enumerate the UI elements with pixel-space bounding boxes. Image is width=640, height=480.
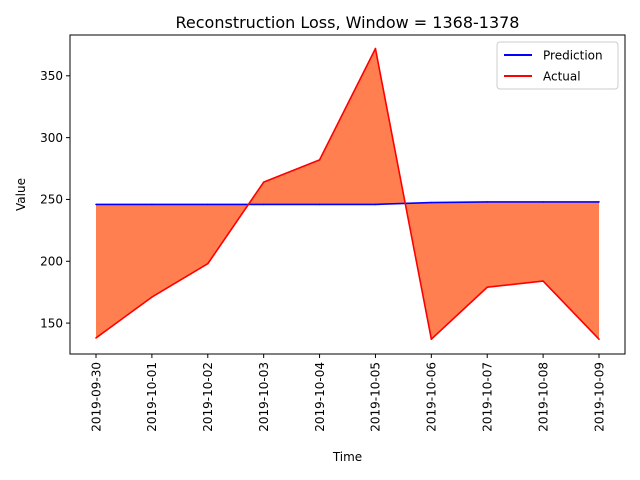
data-point-actual [374,47,377,50]
x-tick-label: 2019-10-01 [145,362,159,432]
data-point-actual [151,296,153,298]
data-point-prediction [206,203,209,206]
x-tick-label: 2019-09-30 [89,362,103,432]
data-point-prediction [374,203,377,206]
data-point-actual [206,262,209,265]
x-tick-label: 2019-10-08 [536,362,550,432]
data-point-prediction [95,203,97,206]
fill-between-area [96,48,599,340]
series-lines [95,47,600,340]
x-tick-label: 2019-10-04 [313,362,327,432]
loss-fill-area [96,48,599,340]
data-point-actual [430,338,433,340]
plot-frame [69,34,626,355]
y-tick-label: 200 [40,255,63,269]
x-tick-label: 2019-10-02 [201,362,215,432]
data-point-actual [598,338,600,340]
y-axis-label: Value [14,178,28,211]
data-point-actual [262,181,265,183]
y-tick-label: 350 [40,69,63,83]
y-tick-label: 300 [40,131,63,145]
chart-title: Reconstruction Loss, Window = 1368-1378 [176,13,520,32]
data-point-actual [318,159,321,161]
legend: Prediction Actual [496,41,619,90]
x-tick-label: 2019-10-07 [481,362,495,432]
y-tick-label: 250 [40,193,63,207]
legend-label-prediction: Prediction [543,49,603,63]
x-axis: 2019-09-30 2019-10-01 2019-10-02 2019-10-03… [89,354,606,432]
legend-label-actual: Actual [543,70,581,84]
data-point-actual [95,337,97,339]
data-point-prediction [542,201,544,203]
data-point-actual [486,286,489,289]
x-tick-label: 2019-10-05 [369,362,383,432]
legend-box [496,41,619,90]
data-point-prediction [598,201,600,203]
x-tick-label: 2019-10-03 [257,362,271,432]
x-tick-label: 2019-10-09 [592,362,606,432]
x-axis-label: Time [332,450,362,464]
series-line-prediction [96,201,599,206]
data-point-prediction [262,203,265,206]
data-point-prediction [318,203,321,206]
data-point-actual [542,280,544,282]
data-point-prediction [430,201,433,204]
data-point-prediction [151,203,153,206]
x-tick-label: 2019-10-06 [425,362,439,432]
series-line-actual [95,47,600,340]
data-point-prediction [486,201,489,203]
y-tick-label: 150 [40,316,63,330]
y-axis: 150 200 250 300 350 [40,69,70,330]
